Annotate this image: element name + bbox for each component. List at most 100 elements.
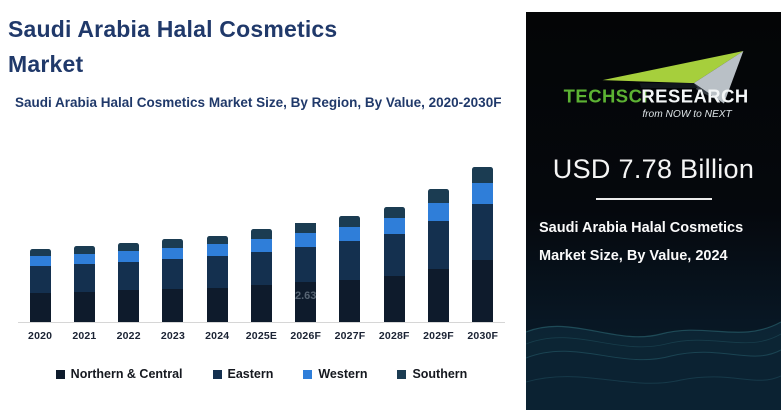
x-axis-label-2028f: 2028F xyxy=(378,330,410,342)
bar-group-2026f: 2.63 xyxy=(284,151,328,322)
bar-segment-western xyxy=(118,250,140,262)
bar-segment-northern-central xyxy=(206,287,228,322)
bar-segment-southern xyxy=(73,246,95,254)
stacked-bar-2024 xyxy=(206,235,228,322)
logo-brand-primary: TechSci xyxy=(563,86,647,107)
bar-segment-eastern xyxy=(383,234,405,276)
bar-segment-western xyxy=(428,202,450,222)
legend-label-southern: Southern xyxy=(412,367,468,381)
legend-item-eastern: Eastern xyxy=(212,367,274,381)
bar-group-2020 xyxy=(18,151,62,322)
stacked-bar-2028f xyxy=(383,206,405,322)
stacked-bar-2027f xyxy=(339,216,361,322)
bar-segment-northern-central xyxy=(339,279,361,322)
highlight-panel: TechSci Research from NOW to NEXT USD 7.… xyxy=(526,12,781,410)
bar-segment-eastern xyxy=(428,221,450,269)
bar-segment-western xyxy=(206,244,228,257)
logo-arrow-green xyxy=(602,51,743,84)
bar-segment-eastern xyxy=(472,204,494,261)
market-value-highlight: USD 7.78 Billion xyxy=(552,154,755,184)
x-axis-label-2030f: 2030F xyxy=(467,330,499,342)
bar-group-2024 xyxy=(195,151,239,322)
bar-segment-southern xyxy=(250,229,272,239)
bar-segment-northern-central xyxy=(73,291,95,322)
legend-label-eastern: Eastern xyxy=(227,367,274,381)
bar-segment-eastern xyxy=(295,246,317,283)
bar-segment-western xyxy=(339,226,361,242)
stacked-bar-2020 xyxy=(29,248,51,322)
bar-segment-western xyxy=(73,253,95,265)
bar-segment-eastern xyxy=(339,241,361,280)
legend-item-northern-central: Northern & Central xyxy=(55,367,183,381)
bar-segment-southern xyxy=(162,239,184,248)
logo-arrow-shadow xyxy=(638,83,698,88)
chart-subtitle: Saudi Arabia Halal Cosmetics Market Size… xyxy=(15,95,502,110)
bar-group-2025e xyxy=(239,151,283,322)
x-axis-label-2023: 2023 xyxy=(160,330,186,342)
legend-label-western: Western xyxy=(318,367,368,381)
market-value-caption: Saudi Arabia Halal Cosmetics Market Size… xyxy=(539,220,744,264)
bar-group-2023 xyxy=(151,151,195,322)
legend-swatch-northern-central xyxy=(55,369,65,379)
bar-segment-western xyxy=(295,232,317,247)
bar-segment-northern-central xyxy=(29,292,51,322)
bar-segment-northern-central xyxy=(162,288,184,322)
logo-tagline: from NOW to NEXT xyxy=(642,109,732,120)
legend-label-northern-central: Northern & Central xyxy=(70,367,183,381)
x-axis-labels: 2020 2021 2022 2023 2024 2025E 2026F 2027F 2028F… xyxy=(18,330,505,342)
legend-item-western: Western xyxy=(303,367,367,381)
panel-divider xyxy=(595,198,712,200)
x-axis-label-2020: 2020 xyxy=(28,330,53,342)
bar-group-2028f xyxy=(372,151,416,322)
bar-segment-eastern xyxy=(206,256,228,288)
logo-brand-secondary: Research xyxy=(641,86,748,107)
wave-decoration xyxy=(526,321,781,410)
x-axis-label-2021: 2021 xyxy=(72,330,97,342)
bar-segment-northern-central xyxy=(472,260,494,322)
bar-segment-eastern xyxy=(162,259,184,289)
bar-segment-southern xyxy=(383,206,405,219)
bar-group-2029f xyxy=(416,151,460,322)
legend-swatch-western xyxy=(303,369,313,379)
faint-bar-data-label: 2.63 xyxy=(295,290,317,302)
bar-segment-eastern xyxy=(118,261,140,291)
bar-group-2022 xyxy=(107,151,151,322)
stacked-bar-2026f: 2.63 xyxy=(295,223,316,322)
bar-segment-western xyxy=(472,182,494,205)
bar-segment-southern xyxy=(29,248,51,257)
bar-segment-eastern xyxy=(73,264,95,292)
x-axis-label-2024: 2024 xyxy=(205,330,230,342)
bar-segment-northern-central xyxy=(250,284,272,322)
bar-group-2030f xyxy=(461,151,505,322)
chart-legend: Northern & Central Eastern Western Southern xyxy=(18,367,505,381)
bar-segment-southern xyxy=(472,167,494,183)
logo-arrow-silver xyxy=(693,51,743,104)
stacked-bar-2029f xyxy=(428,189,450,322)
bar-segment-northern-central xyxy=(383,275,405,322)
legend-item-southern: Southern xyxy=(397,367,467,381)
bar-segment-southern xyxy=(295,223,317,233)
bar-segment-northern-central xyxy=(295,282,317,322)
x-axis-label-2026f: 2026F xyxy=(290,330,322,342)
stacked-bar-2022 xyxy=(118,242,140,322)
stacked-bar-2025e xyxy=(250,229,272,322)
bar-segment-southern xyxy=(118,242,140,251)
x-axis-label-2029f: 2029F xyxy=(423,330,454,342)
x-axis-label-2022: 2022 xyxy=(116,330,141,342)
bar-segment-northern-central xyxy=(118,290,140,322)
bar-segment-western xyxy=(162,247,184,260)
x-axis-label-2027f: 2027F xyxy=(334,330,366,342)
x-axis-label-2025e: 2025E xyxy=(245,330,278,342)
chart-plot: 2.63 xyxy=(18,151,505,323)
stacked-bar-2023 xyxy=(162,239,184,322)
bar-segment-eastern xyxy=(29,266,51,293)
bar-segment-western xyxy=(29,256,51,267)
bar-segment-southern xyxy=(339,216,361,227)
bar-segment-western xyxy=(383,218,405,235)
page-title: Saudi Arabia Halal Cosmetics Market xyxy=(8,16,338,77)
bar-group-2027f xyxy=(328,151,372,322)
bar-group-2021 xyxy=(62,151,106,322)
stacked-bar-chart: 2.63 2020 2021 2022 2023 2024 2025E 2026F 2027F… xyxy=(18,151,505,381)
stacked-bar-2021 xyxy=(73,246,95,322)
